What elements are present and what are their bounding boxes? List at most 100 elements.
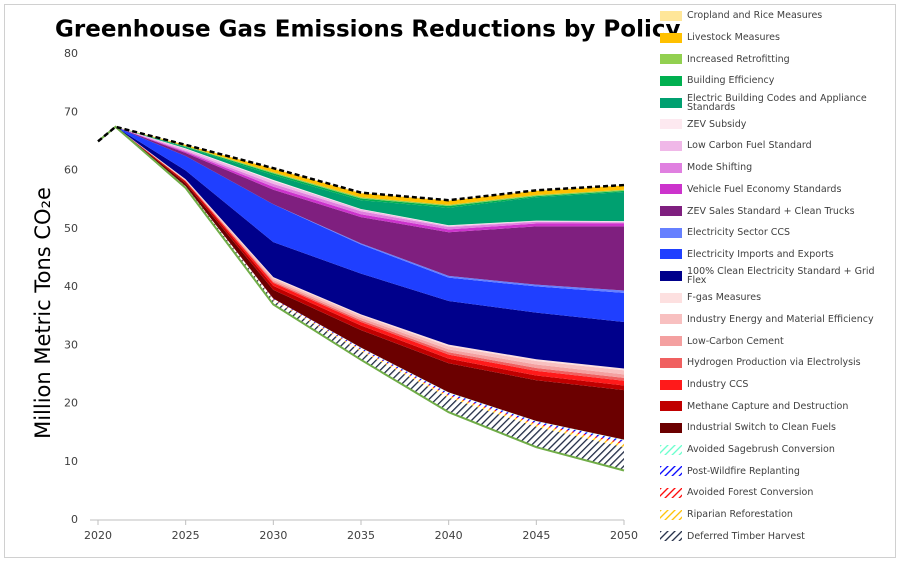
legend-swatch-fill [660, 336, 682, 347]
legend-swatch [660, 357, 682, 368]
area [98, 126, 624, 440]
area [98, 126, 624, 471]
legend-swatch-fill [660, 487, 682, 498]
legend-swatch-fill [660, 162, 682, 173]
chart-frame [4, 4, 896, 558]
legend-label: Riparian Reforestation [687, 509, 793, 521]
legend-swatch [660, 10, 682, 21]
y-tick-label: 80 [64, 47, 78, 60]
legend-swatch-fill [660, 97, 682, 108]
x-tick-label: 2020 [84, 529, 112, 542]
legend-swatch [660, 422, 682, 433]
legend-swatch-fill [660, 531, 682, 542]
legend-swatch-fill [660, 140, 682, 151]
legend-label: Increased Retrofitting [687, 53, 790, 65]
legend-entry: Cropland and Rice Measures [660, 5, 895, 27]
legend-entry: Mode Shifting [660, 157, 895, 179]
legend-label: Low-Carbon Cement [687, 335, 784, 347]
legend-swatch-fill [660, 54, 682, 65]
legend-label: 100% Clean Electricity Standard + Grid F… [687, 266, 875, 287]
legend-label: Industry CCS [687, 379, 749, 391]
legend-entry: Electric Building Codes and Appliance St… [660, 92, 895, 114]
legend-label: Electric Building Codes and Appliance St… [687, 92, 867, 113]
y-tick-label: 10 [64, 455, 78, 468]
legend-label: Vehicle Fuel Economy Standards [687, 183, 842, 195]
area [98, 126, 624, 291]
legend-label: ZEV Subsidy [687, 118, 747, 130]
legend-label: Livestock Measures [687, 32, 780, 44]
legend-swatch [660, 292, 682, 303]
legend-swatch [660, 162, 682, 173]
legend-swatch [660, 32, 682, 43]
legend-label: ZEV Sales Standard + Clean Trucks [687, 205, 855, 217]
legend-entry: 100% Clean Electricity Standard + Grid F… [660, 265, 895, 287]
legend-entry: Low-Carbon Cement [660, 330, 895, 352]
legend-entry: Industry CCS [660, 374, 895, 396]
legend-swatch-fill [660, 10, 682, 21]
legend-entry: Hydrogen Production via Electrolysis [660, 352, 895, 374]
net-emissions-line [97, 125, 625, 472]
legend-label: Low Carbon Fuel Standard [687, 140, 812, 152]
legend-swatch [660, 271, 682, 282]
legend-swatch-fill [660, 249, 682, 260]
y-tick-label: 30 [64, 338, 78, 351]
legend-entry: Industrial Switch to Clean Fuels [660, 417, 895, 439]
legend-swatch [660, 444, 682, 455]
legend-entry: Increased Retrofitting [660, 48, 895, 70]
legend-swatch-fill [660, 509, 682, 520]
legend-label: Electricity Sector CCS [687, 227, 791, 239]
legend-entry: Deferred Timber Harvest [660, 526, 895, 548]
legend-swatch [660, 466, 682, 477]
x-tick-label: 2040 [435, 529, 463, 542]
legend-swatch [660, 184, 682, 195]
legend-swatch-fill [660, 292, 682, 303]
y-tick-label: 70 [64, 105, 78, 118]
legend-swatch [660, 227, 682, 238]
legend-swatch [660, 54, 682, 65]
legend-label: Hydrogen Production via Electrolysis [687, 357, 861, 369]
legend-swatch [660, 401, 682, 412]
legend-swatch [660, 531, 682, 542]
x-tick-label: 2050 [610, 529, 638, 542]
legend-entry: F-gas Measures [660, 287, 895, 309]
x-tick-label: 2035 [347, 529, 375, 542]
legend-swatch-fill [660, 271, 682, 282]
legend-entry: Methane Capture and Destruction [660, 395, 895, 417]
legend-entry: Electricity Sector CCS [660, 222, 895, 244]
y-tick-label: 50 [64, 222, 78, 235]
legend-label: Electricity Imports and Exports [687, 248, 834, 260]
legend-swatch-fill [660, 32, 682, 43]
x-tick-label: 2030 [259, 529, 287, 542]
legend-entry: Avoided Sagebrush Conversion [660, 439, 895, 461]
legend-label: Building Efficiency [687, 75, 775, 87]
legend-swatch [660, 119, 682, 130]
legend-swatch-fill [660, 357, 682, 368]
legend-label: Cropland and Rice Measures [687, 10, 823, 22]
legend: Cropland and Rice Measures Livestock Meas… [660, 5, 895, 547]
legend-swatch-fill [660, 119, 682, 130]
legend-entry: Livestock Measures [660, 27, 895, 49]
legend-swatch [660, 336, 682, 347]
legend-swatch [660, 97, 682, 108]
legend-swatch [660, 509, 682, 520]
legend-entry: Avoided Forest Conversion [660, 482, 895, 504]
legend-entry: ZEV Sales Standard + Clean Trucks [660, 200, 895, 222]
area [98, 126, 624, 322]
legend-entry: Electricity Imports and Exports [660, 244, 895, 266]
legend-swatch-fill [660, 206, 682, 217]
legend-label: F-gas Measures [687, 292, 762, 304]
legend-label: Methane Capture and Destruction [687, 400, 849, 412]
legend-entry: Building Efficiency [660, 70, 895, 92]
legend-entry: ZEV Subsidy [660, 113, 895, 135]
legend-swatch [660, 487, 682, 498]
legend-swatch-fill [660, 227, 682, 238]
y-axis-label: Million Metric Tons CO₂e [31, 187, 55, 439]
legend-label: Post-Wildfire Replanting [687, 465, 800, 477]
legend-label: Mode Shifting [687, 162, 753, 174]
legend-entry: Industry Energy and Material Efficiency [660, 309, 895, 331]
legend-label: Avoided Forest Conversion [687, 487, 814, 499]
x-tick-label: 2025 [172, 529, 200, 542]
legend-swatch-fill [660, 401, 682, 412]
legend-swatch [660, 75, 682, 86]
legend-swatch-fill [660, 379, 682, 390]
